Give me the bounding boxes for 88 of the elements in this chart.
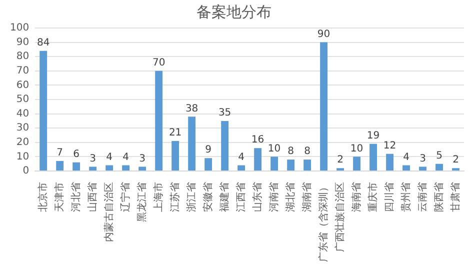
y-tick-label: 70 — [16, 65, 30, 76]
data-label: 7 — [56, 148, 64, 159]
data-label: 2 — [337, 154, 344, 166]
x-tick-label: 天津市 — [53, 182, 66, 212]
x-tick-label: 河北省 — [70, 182, 82, 212]
x-tick-label: 江苏省 — [168, 182, 181, 212]
data-label: 3 — [90, 153, 96, 164]
y-tick-label: 40 — [16, 108, 30, 120]
x-tick-label: 云南省 — [416, 182, 428, 212]
x-tick-label: 贵州省 — [400, 182, 412, 212]
bar — [40, 50, 48, 170]
x-tick-label: 黑龙江省 — [136, 182, 148, 222]
bar — [436, 164, 443, 170]
bar — [386, 154, 394, 170]
bar — [56, 160, 64, 170]
bar — [72, 162, 80, 170]
bar — [287, 160, 294, 170]
bar — [204, 158, 212, 170]
x-tick-label: 辽宁省 — [119, 182, 132, 212]
bar — [221, 120, 229, 170]
bar — [370, 144, 377, 170]
data-label: 35 — [218, 108, 232, 119]
data-label: 84 — [36, 37, 50, 48]
x-tick-label: 福建省 — [218, 182, 230, 212]
data-label: 3 — [139, 153, 146, 164]
y-tick-label: 20 — [16, 136, 30, 148]
data-label: 10 — [350, 143, 364, 154]
y-tick-label: 100 — [10, 22, 30, 34]
bar — [155, 70, 163, 170]
data-label: 8 — [304, 146, 310, 158]
data-label: 4 — [238, 152, 244, 163]
x-tick-label: 安徽省 — [202, 182, 214, 212]
x-tick-label: 江西省 — [234, 182, 247, 212]
x-tick-label: 广东省（含深圳） — [317, 182, 330, 262]
y-tick-label: 30 — [16, 122, 30, 134]
data-label: 5 — [436, 150, 442, 162]
bar — [304, 160, 311, 170]
x-tick-label: 上海市 — [152, 182, 164, 212]
x-tick-label: 内蒙古自治区 — [102, 182, 115, 242]
bar — [138, 166, 146, 170]
x-tick-label: 海南省 — [350, 182, 362, 212]
bar — [188, 116, 196, 170]
data-label: 2 — [452, 154, 459, 166]
data-label: 9 — [205, 144, 212, 156]
bar — [320, 42, 328, 170]
x-tick-label: 甘肃省 — [449, 182, 462, 212]
data-label: 19 — [366, 130, 380, 142]
x-tick-label: 湖南省 — [300, 182, 313, 212]
chart-title: 备案地分布 — [196, 2, 272, 21]
x-tick-label: 山东省 — [251, 182, 264, 212]
x-tick-label: 北京市 — [36, 182, 49, 212]
bar — [419, 166, 426, 170]
y-tick-label: 50 — [16, 94, 30, 106]
data-label: 10 — [268, 143, 281, 154]
x-tick-label: 陕西省 — [432, 182, 445, 212]
data-label: 38 — [185, 103, 198, 114]
y-tick-label: 60 — [16, 80, 30, 91]
x-tick-label: 河南省 — [268, 182, 280, 212]
bar — [353, 156, 360, 170]
x-tick-label: 浙江省 — [185, 182, 198, 212]
data-label: 16 — [251, 134, 264, 146]
x-tick-label: 重庆市 — [366, 182, 379, 212]
data-label: 12 — [383, 140, 396, 152]
data-label: 90 — [317, 28, 330, 40]
y-tick-label: 0 — [22, 166, 30, 177]
data-label: 21 — [168, 128, 182, 139]
x-tick-label: 广西壮族自治区 — [334, 182, 346, 252]
data-label: 4 — [106, 152, 113, 163]
bar — [89, 166, 97, 170]
data-label: 4 — [403, 152, 410, 163]
bar — [254, 148, 262, 170]
bar — [106, 165, 114, 170]
y-tick-label: 90 — [16, 36, 30, 48]
x-tick-label: 四川省 — [383, 182, 396, 212]
data-label: 3 — [420, 153, 426, 164]
bar — [172, 140, 180, 170]
x-tick-label: 湖北省 — [284, 182, 296, 212]
bar — [402, 165, 410, 170]
y-tick-label: 10 — [16, 151, 30, 162]
data-label: 6 — [73, 149, 80, 160]
bar — [238, 165, 246, 170]
y-tick-label: 80 — [16, 51, 30, 62]
data-label: 8 — [288, 146, 294, 158]
x-tick-label: 山西省 — [86, 182, 98, 212]
data-label: 4 — [122, 152, 130, 163]
data-label: 70 — [152, 57, 166, 68]
bar — [122, 165, 130, 170]
bar — [270, 156, 278, 170]
